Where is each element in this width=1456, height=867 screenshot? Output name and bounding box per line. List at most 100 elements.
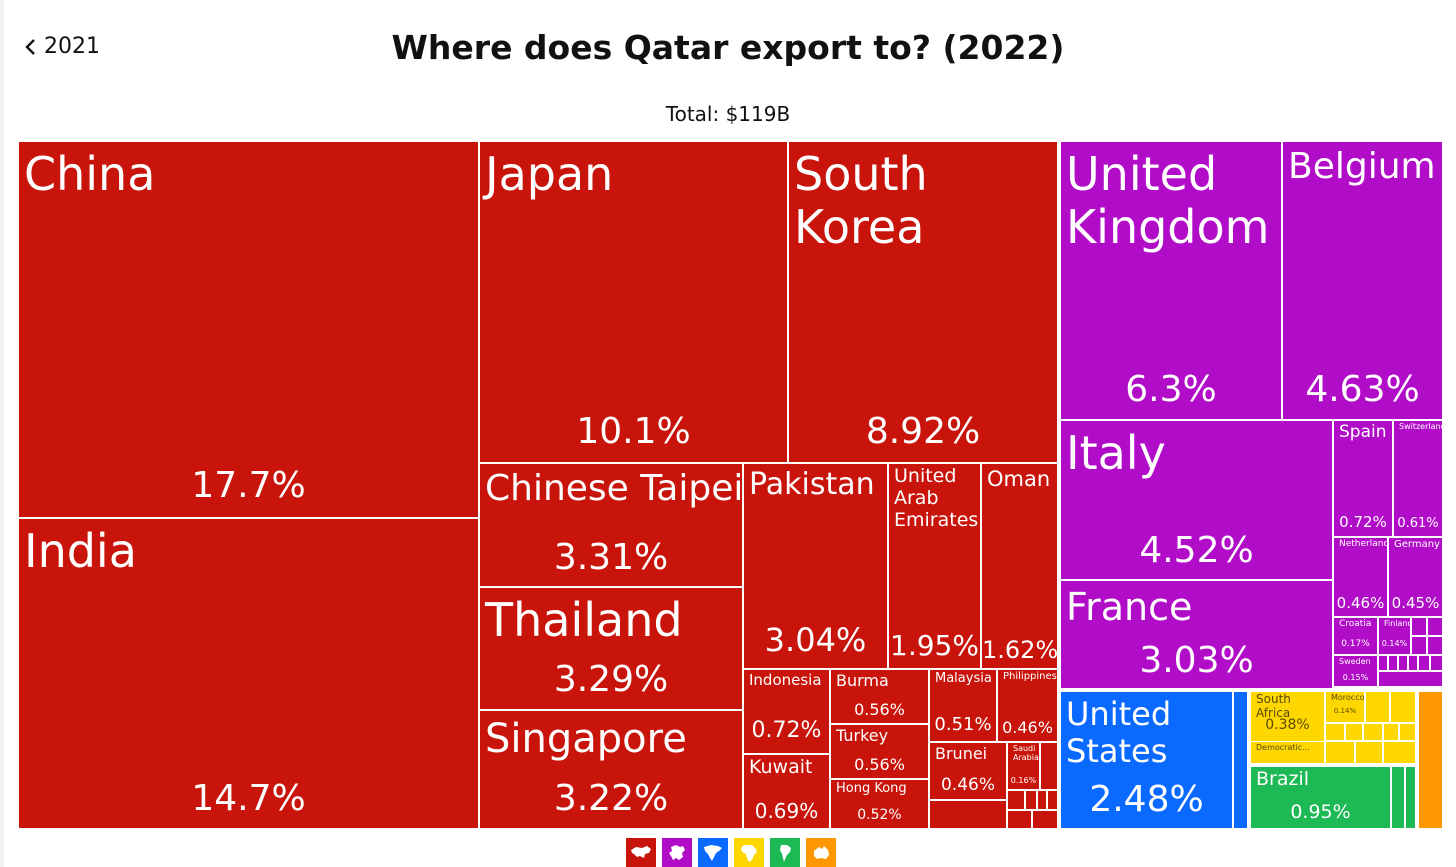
- tile-united-kingdom[interactable]: United Kingdom 6.3%: [1060, 141, 1282, 420]
- tile-small-europe[interactable]: [1411, 636, 1427, 655]
- tile-brazil[interactable]: Brazil 0.95%: [1250, 766, 1391, 829]
- tile-china[interactable]: China 17.7%: [18, 141, 479, 518]
- tile-small-asia[interactable]: [1007, 790, 1025, 810]
- tile-small-europe[interactable]: [1430, 655, 1443, 671]
- tile-united-arab-emirates[interactable]: United Arab Emirates 1.95%: [888, 463, 981, 669]
- tile-small-africa[interactable]: [1383, 723, 1399, 741]
- tile-small-asia[interactable]: [1040, 742, 1058, 790]
- tile-netherlands[interactable]: Netherlands 0.46%: [1333, 537, 1388, 617]
- tile-united-states[interactable]: United States 2.48%: [1060, 691, 1233, 829]
- tile-small-asia[interactable]: [929, 800, 1007, 829]
- tile-value: 0.46%: [940, 775, 995, 795]
- tile-label: Netherlands: [1339, 539, 1387, 549]
- tile-philippines[interactable]: Philippines 0.46%: [997, 669, 1058, 742]
- tile-value: 0.15%: [1342, 673, 1369, 682]
- tile-label: Hong Kong: [836, 781, 907, 796]
- tile-small-europe[interactable]: [1388, 655, 1398, 671]
- tile-label: Burma: [836, 671, 889, 690]
- tile-small-africa[interactable]: [1383, 741, 1416, 764]
- tile-small-asia[interactable]: [1025, 790, 1037, 810]
- tile-chinese-taipei[interactable]: Chinese Taipei 3.31%: [479, 463, 743, 587]
- tile-indonesia[interactable]: Indonesia 0.72%: [743, 669, 830, 754]
- tile-small-europe[interactable]: [1398, 655, 1408, 671]
- tile-small-south-america[interactable]: [1405, 766, 1416, 829]
- tile-label: China: [24, 147, 156, 201]
- tile-label: United Kingdom: [1066, 147, 1270, 254]
- tile-small-africa[interactable]: [1363, 723, 1383, 741]
- back-2021-link[interactable]: 2021: [24, 34, 100, 59]
- tile-saudi-arabia[interactable]: Saudi Arabia 0.16%: [1007, 742, 1040, 790]
- tile-small-africa[interactable]: [1399, 723, 1416, 741]
- tile-label: Pakistan: [749, 467, 875, 502]
- tile-value: 4.63%: [1305, 369, 1420, 410]
- tile-spain[interactable]: Spain 0.72%: [1333, 420, 1393, 537]
- tile-value: 0.46%: [1336, 594, 1385, 612]
- tile-croatia[interactable]: Croatia 0.17%: [1333, 617, 1378, 655]
- tile-small-europe[interactable]: [1427, 617, 1443, 636]
- africa-icon: [741, 844, 757, 862]
- tile-value: 0.46%: [1002, 718, 1053, 737]
- tile-italy[interactable]: Italy 4.52%: [1060, 420, 1333, 580]
- tile-small-africa[interactable]: [1390, 691, 1416, 723]
- tile-small-oceania[interactable]: [1418, 691, 1443, 829]
- tile-small-asia[interactable]: [1032, 810, 1058, 829]
- tile-value: 0.14%: [1381, 639, 1408, 648]
- tile-singapore[interactable]: Singapore 3.22%: [479, 710, 743, 829]
- tile-democratic[interactable]: Democratic...: [1250, 741, 1325, 764]
- tile-kuwait[interactable]: Kuwait 0.69%: [743, 754, 830, 829]
- tile-pakistan[interactable]: Pakistan 3.04%: [743, 463, 888, 669]
- tile-france[interactable]: France 3.03%: [1060, 580, 1333, 689]
- tile-small-europe[interactable]: [1378, 671, 1443, 687]
- tile-morocco[interactable]: Morocco 0.14%: [1325, 691, 1365, 723]
- tile-hong-kong[interactable]: Hong Kong 0.52%: [830, 779, 929, 829]
- chart-total: Total: $119B: [665, 102, 791, 126]
- tile-brunei[interactable]: Brunei 0.46%: [929, 742, 1007, 800]
- tile-small-asia[interactable]: [1047, 790, 1058, 810]
- africa-filter-button[interactable]: [734, 838, 764, 867]
- tile-small-europe[interactable]: [1418, 655, 1430, 671]
- south-america-filter-button[interactable]: [770, 838, 800, 867]
- tile-label: Turkey: [836, 726, 889, 745]
- region-filter-bar: [626, 838, 836, 867]
- south-america-icon: [780, 844, 791, 862]
- tile-belgium[interactable]: Belgium 4.63%: [1282, 141, 1443, 420]
- tile-japan[interactable]: Japan 10.1%: [479, 141, 788, 463]
- tile-label: Germany: [1394, 539, 1440, 550]
- tile-label: Democratic...: [1256, 743, 1310, 752]
- tile-small-asia[interactable]: [1037, 790, 1047, 810]
- tile-small-europe[interactable]: [1411, 617, 1427, 636]
- europe-icon: [669, 844, 685, 860]
- tile-south-africa[interactable]: South Africa 0.38%: [1250, 691, 1325, 764]
- tile-small-north-america[interactable]: [1233, 691, 1248, 829]
- tile-small-asia[interactable]: [1007, 810, 1032, 829]
- tile-south-korea[interactable]: South Korea 8.92%: [788, 141, 1058, 463]
- tile-small-europe[interactable]: [1408, 655, 1418, 671]
- tile-small-africa[interactable]: [1355, 741, 1383, 764]
- tile-india[interactable]: India 14.7%: [18, 518, 479, 829]
- tile-label: Philippines: [1003, 671, 1057, 682]
- oceania-filter-button[interactable]: [806, 838, 836, 867]
- north-america-filter-button[interactable]: [698, 838, 728, 867]
- tile-malaysia[interactable]: Malaysia 0.51%: [929, 669, 997, 742]
- tile-burma[interactable]: Burma 0.56%: [830, 669, 929, 724]
- tile-small-africa[interactable]: [1325, 741, 1355, 764]
- tile-sweden[interactable]: Sweden 0.15%: [1333, 655, 1378, 687]
- tile-small-africa[interactable]: [1345, 723, 1363, 741]
- north-america-icon: [704, 844, 722, 861]
- europe-filter-button[interactable]: [662, 838, 692, 867]
- tile-germany[interactable]: Germany 0.45%: [1388, 537, 1443, 617]
- tile-oman[interactable]: Oman 1.62%: [981, 463, 1058, 669]
- tile-small-europe[interactable]: [1378, 655, 1388, 671]
- tile-value: 0.17%: [1341, 639, 1370, 649]
- tile-thailand[interactable]: Thailand 3.29%: [479, 587, 743, 710]
- tile-finland[interactable]: Finland 0.14%: [1378, 617, 1411, 655]
- tile-small-europe[interactable]: [1427, 636, 1443, 655]
- asia-filter-button[interactable]: [626, 838, 656, 867]
- tile-value: 3.22%: [553, 778, 669, 819]
- tile-small-africa[interactable]: [1365, 691, 1390, 723]
- tile-switzerland[interactable]: Switzerland 0.61%: [1393, 420, 1443, 537]
- tile-small-south-america[interactable]: [1391, 766, 1405, 829]
- tile-turkey[interactable]: Turkey 0.56%: [830, 724, 929, 779]
- tile-small-africa[interactable]: [1325, 723, 1345, 741]
- tile-label: Chinese Taipei: [485, 468, 743, 509]
